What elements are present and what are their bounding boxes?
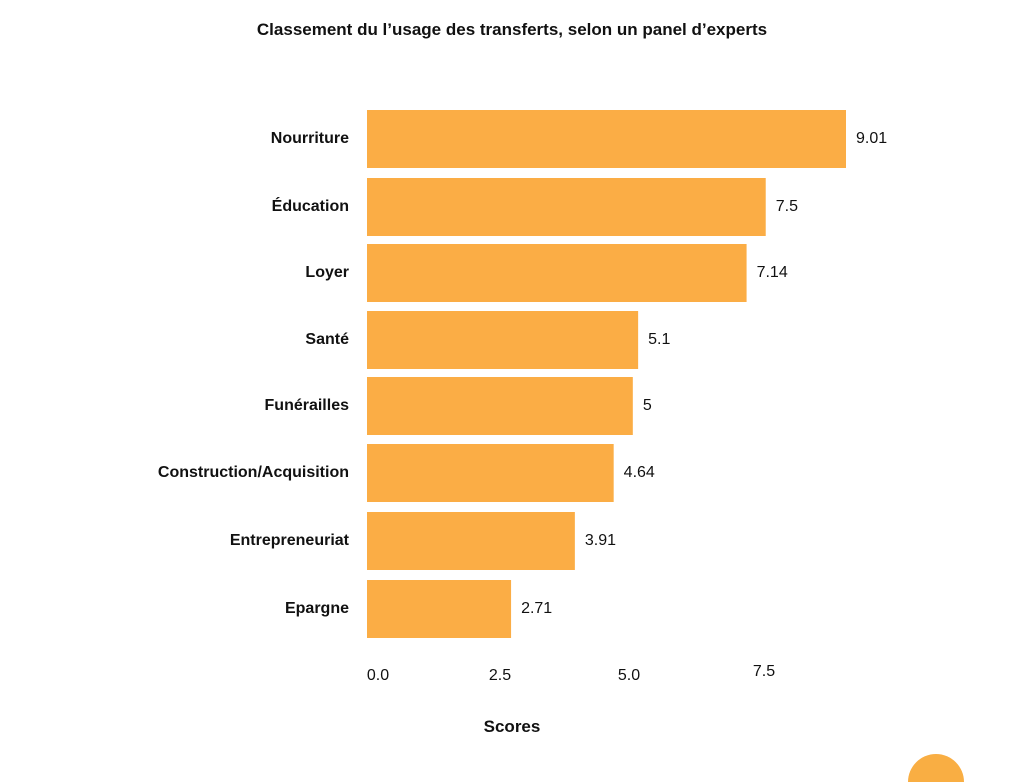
value-label: 2.71	[521, 600, 552, 617]
value-label: 5.1	[648, 331, 670, 348]
bar-6	[367, 512, 575, 570]
value-label: 7.5	[776, 198, 798, 215]
category-label: Epargne	[285, 600, 349, 617]
category-label: Funérailles	[265, 397, 350, 414]
category-label: Entrepreneuriat	[230, 532, 350, 549]
category-label: Construction/Acquisition	[158, 464, 349, 481]
category-label: Loyer	[305, 264, 349, 281]
chart-title: Classement du l’usage des transferts, se…	[257, 20, 767, 39]
bar-4	[367, 377, 633, 435]
decorative-circle	[908, 754, 964, 782]
value-label: 7.14	[757, 264, 788, 281]
category-label: Nourriture	[271, 130, 349, 147]
bar-7	[367, 580, 512, 638]
value-label: 5	[643, 397, 652, 414]
bar-2	[367, 244, 747, 302]
x-tick-label: 7.5	[753, 663, 775, 680]
bars-layer: Nourriture 9.01 Éducation 7.5 Loyer 7.14 Santé…	[158, 110, 887, 638]
x-tick-label: 2.5	[489, 667, 511, 684]
bar-5	[367, 444, 614, 502]
x-tick-label: 5.0	[618, 667, 640, 684]
x-axis-title: Scores	[484, 717, 541, 736]
value-label: 4.64	[624, 464, 655, 481]
value-label: 9.01	[856, 130, 887, 147]
bar-1	[367, 178, 766, 236]
bar-0	[367, 110, 846, 168]
x-tick-labels: 0.0 2.5 5.0 7.5	[367, 663, 775, 684]
category-label: Santé	[305, 331, 349, 348]
category-label: Éducation	[272, 196, 349, 215]
value-label: 3.91	[585, 532, 616, 549]
x-tick-label: 0.0	[367, 667, 389, 684]
bar-3	[367, 311, 639, 369]
